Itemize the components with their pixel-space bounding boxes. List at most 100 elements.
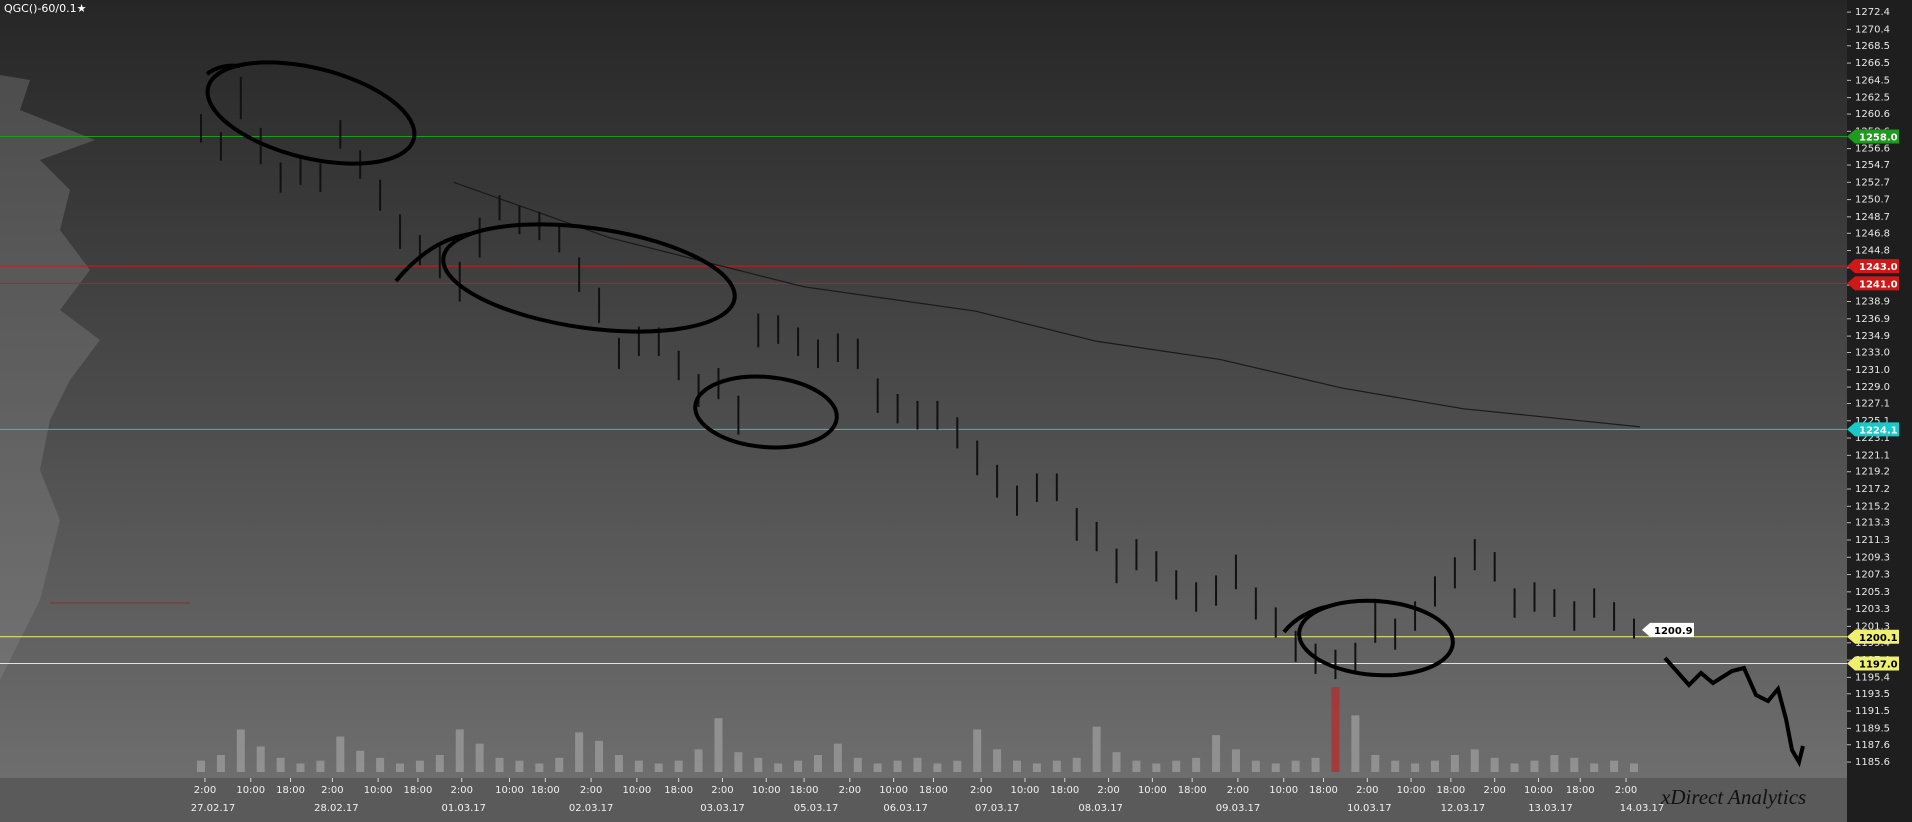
level-label: 1200.1: [1859, 633, 1898, 644]
volume-bar: [933, 763, 942, 772]
volume-bar: [1251, 760, 1260, 772]
y-tick-label: 1246.8: [1855, 228, 1890, 239]
y-tick-label: 1244.8: [1855, 246, 1890, 257]
y-tick-label: 1234.9: [1855, 331, 1890, 342]
volume-bar: [435, 755, 444, 772]
x-tick-label: 10:00: [1011, 785, 1040, 796]
x-tick-label: 2:00: [450, 785, 472, 796]
x-tick-label: 10:00: [752, 785, 781, 796]
volume-bar: [1570, 757, 1579, 772]
volume-bar: [794, 760, 803, 772]
y-tick-label: 1205.3: [1855, 587, 1890, 598]
level-badge: [1847, 129, 1899, 144]
volume-profile: [0, 75, 100, 680]
annotation-circle: [1297, 598, 1455, 678]
volume-bar: [774, 763, 783, 772]
date-label: 12.03.17: [1441, 803, 1486, 814]
volume-bar: [356, 750, 365, 772]
y-tick-label: 1227.1: [1855, 398, 1890, 409]
y-tick-label: 1195.4: [1855, 672, 1890, 683]
level-badge: [1847, 422, 1899, 437]
volume-bar: [376, 757, 385, 772]
level-badge: [1847, 629, 1899, 644]
volume-bar: [475, 743, 484, 772]
y-tick-label: 1225.1: [1855, 416, 1890, 427]
volume-bar: [913, 757, 922, 772]
x-tick-label: 10:00: [495, 785, 524, 796]
y-tick-label: 1185.6: [1855, 757, 1890, 768]
x-tick-label: 18:00: [531, 785, 560, 796]
annotation-stroke: [205, 63, 241, 76]
level-label: 1258.0: [1859, 133, 1898, 144]
volume-bar: [1192, 757, 1201, 772]
volume-bar: [893, 760, 902, 772]
marks: 1272.4 1270.4 1268.5 1266.5 1264.5 1262.5 1260…: [0, 7, 1899, 814]
y-tick-label: 1229.0: [1855, 382, 1890, 393]
volume-bar: [1490, 757, 1499, 772]
x-tick-label: 2:00: [839, 785, 861, 796]
x-tick-label: 2:00: [580, 785, 602, 796]
y-tick-label: 1250.7: [1855, 195, 1890, 206]
volume-bar: [1371, 755, 1380, 772]
level-label: 1243.0: [1859, 262, 1898, 273]
last-price-label: 1200.9: [1654, 626, 1693, 637]
x-tick-label: 2:00: [711, 785, 733, 796]
volume-bar: [1092, 726, 1101, 772]
volume-bar: [1112, 752, 1121, 772]
date-label: 14.03.17: [1620, 803, 1665, 814]
y-tick-label: 1238.9: [1855, 297, 1890, 308]
volume-bar: [1311, 757, 1320, 772]
x-tick-label: 18:00: [664, 785, 693, 796]
y-tick-label: 1256.6: [1855, 144, 1890, 155]
x-tick-label: 18:00: [1436, 785, 1465, 796]
x-tick-label: 10:00: [364, 785, 393, 796]
x-tick-label: 18:00: [1566, 785, 1595, 796]
volume-bar: [873, 763, 882, 772]
x-tick-label: 10:00: [236, 785, 265, 796]
annotation-circle: [205, 60, 417, 166]
y-tick-label: 1215.2: [1855, 501, 1890, 512]
volume-bar: [634, 760, 643, 772]
x-tick-label: 2:00: [194, 785, 216, 796]
y-tick-label: 1201.3: [1855, 621, 1890, 632]
x-tick-label: 2:00: [1356, 785, 1378, 796]
volume-bar: [973, 729, 982, 772]
y-tick-label: 1223.1: [1855, 433, 1890, 444]
volume-bar: [455, 729, 464, 772]
x-tick-label: 10:00: [879, 785, 908, 796]
volume-bar: [853, 757, 862, 772]
volume-bar: [1013, 760, 1022, 772]
volume-bar: [953, 760, 962, 772]
volume-bar: [1530, 760, 1539, 772]
x-tick-label: 10:00: [1397, 785, 1426, 796]
volume-bar: [396, 763, 405, 772]
y-tick-label: 1207.3: [1855, 570, 1890, 581]
x-tick-label: 2:00: [1615, 785, 1637, 796]
watermark: xDirect Analytics: [1660, 785, 1806, 809]
x-tick-label: 18:00: [919, 785, 948, 796]
volume-bar: [1212, 735, 1221, 772]
volume-bar: [1231, 749, 1240, 772]
y-tick-label: 1209.3: [1855, 552, 1890, 563]
y-tick-label: 1252.7: [1855, 177, 1890, 188]
y-tick-label: 1266.5: [1855, 58, 1890, 69]
volume-bar: [1550, 755, 1559, 772]
volume-bar: [1132, 760, 1141, 772]
volume-bar: [1430, 760, 1439, 772]
x-tick-label: 18:00: [1050, 785, 1079, 796]
x-tick-label: 18:00: [1309, 785, 1338, 796]
last-price-badge: [1642, 622, 1694, 637]
y-tick-label: 1262.5: [1855, 93, 1890, 104]
volume-bar: [674, 760, 683, 772]
x-tick-label: 18:00: [790, 785, 819, 796]
y-tick-label: 1264.5: [1855, 75, 1890, 86]
volume-bar: [515, 760, 524, 772]
volume-bar: [1391, 760, 1400, 772]
y-tick-label: 1189.5: [1855, 723, 1890, 734]
volume-bar: [993, 749, 1002, 772]
volume-bar: [555, 757, 564, 772]
volume-bar: [236, 729, 245, 772]
date-label: 10.03.17: [1347, 803, 1392, 814]
volume-bar: [595, 740, 604, 772]
